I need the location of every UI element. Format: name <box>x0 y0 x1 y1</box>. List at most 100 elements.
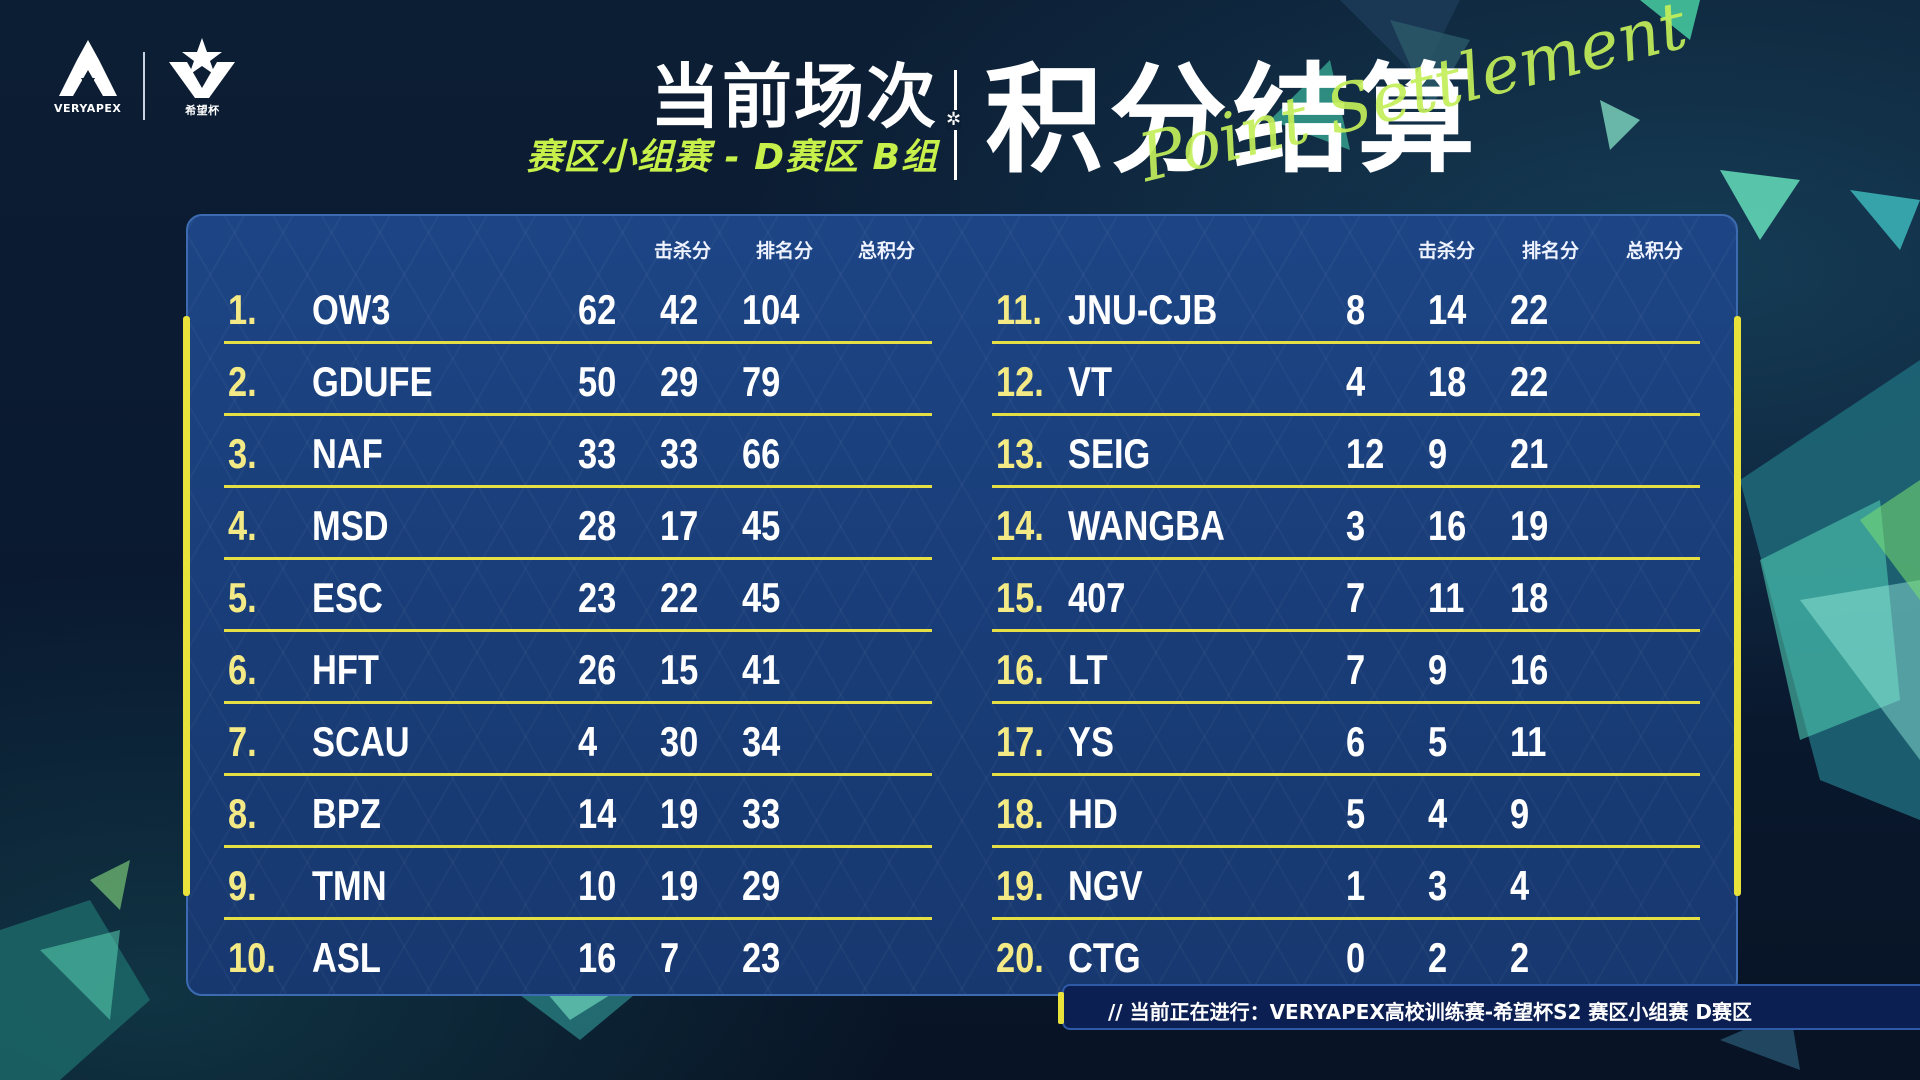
rank-number: 11. <box>996 286 1042 333</box>
rank-number: 4. <box>228 502 257 549</box>
team-name: VT <box>1068 358 1113 405</box>
logo-separator <box>143 52 146 120</box>
standings-row: 8. BPZ 14 19 33 <box>224 776 932 848</box>
team-name: SEIG <box>1068 430 1151 477</box>
total-points: 18 <box>1510 574 1549 621</box>
team-name: CTG <box>1068 934 1141 981</box>
kill-points: 0 <box>1346 934 1366 981</box>
team-name: SCAU <box>312 718 410 765</box>
column-header-left: 击杀分 排名分 总积分 <box>224 216 932 272</box>
placement-points: 4 <box>1428 790 1448 837</box>
team-name: YS <box>1068 718 1114 765</box>
team-name: MSD <box>312 502 389 549</box>
total-points: 9 <box>1510 790 1530 837</box>
total-points: 4 <box>1510 862 1530 909</box>
standings-row: 17. YS 6 5 11 <box>992 704 1700 776</box>
placement-points: 19 <box>660 862 699 909</box>
kill-points: 3 <box>1346 502 1366 549</box>
total-points: 45 <box>742 502 781 549</box>
title-left-block: 当前场次 赛区小组赛 - D赛区 B组 <box>526 58 938 180</box>
header-kills: 击杀分 <box>654 240 712 262</box>
ticker-text: // 当前正在进行：VERYAPEX高校训练赛-希望杯S2 赛区小组赛 D赛区 <box>1108 1000 1752 1024</box>
kill-points: 28 <box>578 502 617 549</box>
total-points: 23 <box>742 934 781 981</box>
panel-accent-right <box>1734 316 1741 896</box>
placement-points: 3 <box>1428 862 1448 909</box>
standings-row: 9. TMN 10 19 29 <box>224 848 932 920</box>
standings-row: 15. 407 7 11 18 <box>992 560 1700 632</box>
total-points: 79 <box>742 358 781 405</box>
team-name: WANGBA <box>1068 502 1225 549</box>
rank-number: 5. <box>228 574 257 621</box>
total-points: 16 <box>1510 646 1549 693</box>
veryapex-logo: VERYAPEX <box>54 38 121 115</box>
veryapex-logo-text: VERYAPEX <box>54 102 122 115</box>
total-points: 2 <box>1510 934 1530 981</box>
rank-number: 10. <box>228 934 276 981</box>
sparkle-icon: ✲ <box>946 109 962 130</box>
header-placement: 排名分 <box>1522 240 1580 262</box>
header-kills: 击杀分 <box>1418 240 1476 262</box>
standings-row: 5. ESC 23 22 45 <box>224 560 932 632</box>
rank-number: 18. <box>996 790 1044 837</box>
header-total: 总积分 <box>1626 240 1684 262</box>
standings-column-right: 击杀分 排名分 总积分 11. JNU-CJB 8 14 22 12. VT 4 18 22 13.… <box>992 216 1700 992</box>
xiwangbei-logo-icon <box>169 38 236 98</box>
kill-points: 7 <box>1346 646 1366 693</box>
team-name: ESC <box>312 574 383 621</box>
rank-number: 12. <box>996 358 1044 405</box>
header-logos: VERYAPEX 希望杯 <box>54 38 237 120</box>
header-placement: 排名分 <box>756 240 814 262</box>
standings-row: 3. NAF 33 33 66 <box>224 416 932 488</box>
team-name: TMN <box>312 862 387 909</box>
total-points: 22 <box>1510 358 1549 405</box>
ticker-accent <box>1058 992 1064 1024</box>
kill-points: 12 <box>1346 430 1385 477</box>
placement-points: 33 <box>660 430 699 477</box>
rank-number: 7. <box>228 718 257 765</box>
standings-row: 4. MSD 28 17 45 <box>224 488 932 560</box>
placement-points: 16 <box>1428 502 1467 549</box>
total-points: 19 <box>1510 502 1549 549</box>
team-name: 407 <box>1068 574 1126 621</box>
kill-points: 4 <box>1346 358 1366 405</box>
total-points: 33 <box>742 790 781 837</box>
team-name: OW3 <box>312 286 391 333</box>
team-name: JNU-CJB <box>1068 286 1218 333</box>
xiwangbei-logo: 希望杯 <box>167 38 237 118</box>
title-group-subtitle: 赛区小组赛 - D赛区 B组 <box>526 137 938 178</box>
kill-points: 33 <box>578 430 617 477</box>
kill-points: 23 <box>578 574 617 621</box>
standings-row: 12. VT 4 18 22 <box>992 344 1700 416</box>
standings-row: 10. ASL 16 7 23 <box>224 920 932 992</box>
total-points: 104 <box>742 286 800 333</box>
rank-number: 3. <box>228 430 257 477</box>
placement-points: 7 <box>660 934 680 981</box>
placement-points: 15 <box>660 646 699 693</box>
standings-row: 18. HD 5 4 9 <box>992 776 1700 848</box>
placement-points: 9 <box>1428 430 1448 477</box>
placement-points: 2 <box>1428 934 1448 981</box>
placement-points: 30 <box>660 718 699 765</box>
standings-row: 19. NGV 1 3 4 <box>992 848 1700 920</box>
kill-points: 1 <box>1346 862 1366 909</box>
header-total: 总积分 <box>858 240 916 262</box>
team-name: BPZ <box>312 790 381 837</box>
kill-points: 6 <box>1346 718 1366 765</box>
kill-points: 7 <box>1346 574 1366 621</box>
standings-row: 14. WANGBA 3 16 19 <box>992 488 1700 560</box>
column-header-right: 击杀分 排名分 总积分 <box>992 216 1700 272</box>
standings-row: 2. GDUFE 50 29 79 <box>224 344 932 416</box>
team-name: HFT <box>312 646 379 693</box>
placement-points: 22 <box>660 574 699 621</box>
standings-row: 6. HFT 26 15 41 <box>224 632 932 704</box>
placement-points: 5 <box>1428 718 1448 765</box>
placement-points: 19 <box>660 790 699 837</box>
total-points: 11 <box>1510 718 1547 765</box>
rank-number: 14. <box>996 502 1044 549</box>
standings-panel: 击杀分 排名分 总积分 1. OW3 62 42 104 2. GDUFE 50 29 79 3. N… <box>183 214 1741 996</box>
rank-number: 19. <box>996 862 1044 909</box>
standings-row: 1. OW3 62 42 104 <box>224 272 932 344</box>
total-points: 22 <box>1510 286 1549 333</box>
rank-number: 13. <box>996 430 1044 477</box>
